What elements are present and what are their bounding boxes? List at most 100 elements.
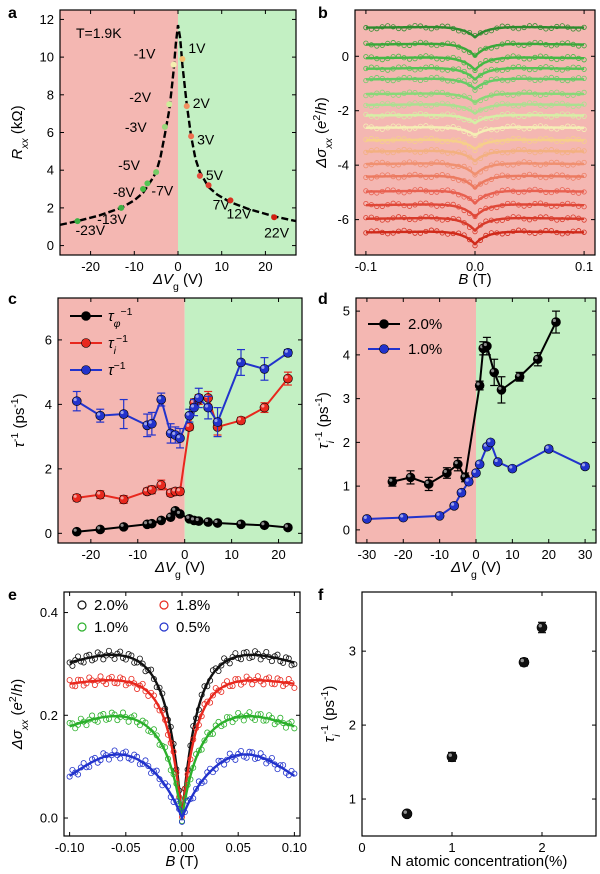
series-highlight	[261, 522, 265, 526]
series-point	[398, 512, 409, 523]
legend-label: τφ−1	[108, 306, 133, 330]
legend-marker	[81, 365, 91, 375]
series-point	[259, 520, 270, 531]
x-tick-label: -20	[81, 547, 100, 562]
gate-voltage-label: -5V	[118, 157, 140, 173]
y-axis-label: τi-1 (ps-1)	[319, 686, 343, 743]
series-point	[259, 364, 270, 374]
data-marker	[282, 724, 289, 731]
series-point	[95, 410, 106, 421]
legend-marker	[379, 344, 389, 354]
series-highlight	[176, 510, 180, 514]
gate-voltage-label: 3V	[197, 131, 215, 147]
series-point	[580, 461, 590, 472]
y-axis-label: τ-1 (ps-1)	[9, 393, 28, 447]
series-highlight	[148, 486, 152, 490]
concentration-highlight	[403, 810, 407, 814]
series-highlight	[454, 461, 458, 465]
y-tick-label: 0	[343, 522, 350, 537]
data-marker	[114, 717, 121, 724]
y-tick-label: -6	[337, 212, 349, 227]
legend-marker	[159, 622, 169, 632]
data-marker	[581, 159, 587, 166]
data-marker	[240, 717, 247, 724]
legend-label: τi−1	[108, 333, 128, 357]
gate-voltage-point	[227, 197, 234, 204]
series-point	[514, 371, 525, 382]
panel-letter-b: b	[318, 5, 328, 22]
data-marker	[363, 123, 369, 129]
gate-voltage-point	[140, 186, 147, 193]
y-tick-label: 5	[343, 304, 350, 319]
x-axis-label: ΔVg (V)	[450, 559, 501, 581]
series-highlight	[167, 430, 171, 434]
data-marker	[75, 653, 82, 660]
data-marker	[66, 677, 73, 684]
x-tick-label: 1	[448, 840, 455, 855]
series-highlight	[144, 488, 148, 492]
data-marker	[246, 709, 253, 716]
gate-voltage-point	[144, 180, 151, 187]
gate-voltage-label: 2V	[193, 95, 211, 111]
series-highlight	[425, 480, 429, 484]
fit-curve	[365, 92, 585, 105]
series-point	[147, 518, 157, 529]
series-highlight	[73, 528, 77, 532]
magnetoconductance-curves	[363, 23, 587, 249]
y-tick-label: 10	[40, 50, 54, 65]
plot-frame	[361, 591, 597, 837]
series-point	[156, 394, 167, 405]
series-highlight	[458, 489, 462, 493]
series-point	[474, 380, 485, 391]
data-marker	[232, 650, 239, 657]
series-highlight	[389, 478, 393, 482]
series-highlight	[363, 515, 367, 519]
series-highlight	[172, 431, 176, 436]
y-tick-label: 2	[343, 435, 350, 450]
y-tick-label: 4	[45, 397, 52, 412]
gate-voltage-point	[188, 133, 195, 140]
x-tick-label: -0.05	[111, 840, 141, 855]
x-tick-label: -20	[394, 547, 413, 562]
gate-voltage-label: -13V	[97, 211, 127, 227]
panel-b: -0.1 0.0 0.1 -6 -4 -2 0 b B (T) Δσxx (e2/h)	[311, 5, 596, 288]
data-marker	[209, 692, 216, 699]
series-point	[147, 418, 157, 429]
data-marker	[125, 718, 132, 725]
y-axis-label: Rxx (kΩ)	[9, 105, 31, 159]
panel-d: -30 -20 -10 0 10 20 30 0 1 2 3 4 5 2.0% 1.0% d ΔVg (V) τi…	[313, 291, 597, 581]
fit-curve	[365, 189, 585, 205]
series-point	[474, 459, 485, 470]
series-highlight	[491, 369, 495, 373]
x-tick-label: -10	[128, 547, 147, 562]
data-marker	[111, 655, 118, 662]
x-tick-label: 30	[578, 547, 592, 562]
curves	[66, 647, 298, 825]
series-point	[453, 459, 463, 470]
fit-curve	[365, 203, 585, 219]
y-tick-label: 4	[343, 347, 350, 362]
gate-voltage-point	[170, 61, 177, 68]
y-tick-label: 0.4	[40, 605, 58, 620]
background-right	[476, 298, 596, 543]
fit-curve	[365, 25, 585, 39]
data-marker	[83, 722, 90, 729]
series-highlight	[461, 474, 466, 478]
series-point	[193, 516, 204, 526]
x-tick-label: -0.10	[55, 840, 85, 855]
fit-curve	[365, 103, 585, 115]
data-marker	[128, 675, 135, 682]
x-tick-label: 10	[214, 259, 228, 274]
x-tick-label: 2	[538, 840, 545, 855]
series-highlight	[509, 465, 513, 469]
legend-label: 1.8%	[176, 597, 210, 614]
data-marker	[277, 714, 284, 721]
series-highlight	[186, 515, 190, 519]
series-highlight	[176, 488, 180, 492]
y-tick-label: 2	[349, 718, 356, 733]
series-highlight	[120, 523, 124, 527]
series-highlight	[97, 491, 101, 495]
fit-curve	[365, 42, 585, 58]
gate-voltage-label: 5V	[206, 167, 224, 183]
